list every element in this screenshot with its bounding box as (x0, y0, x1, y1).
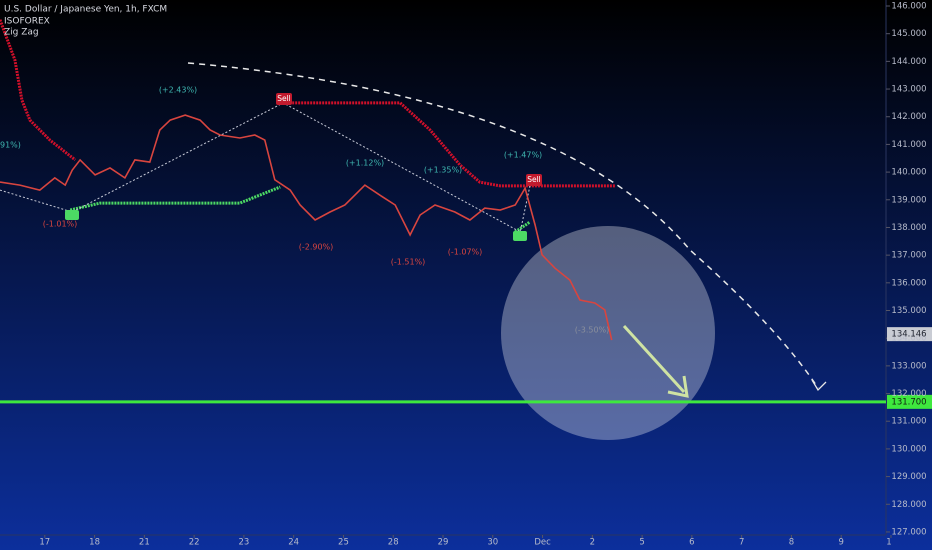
y-tick-label: 141.000 (891, 140, 926, 150)
x-tick-label: 9 (838, 538, 843, 548)
level-label-box (887, 394, 932, 409)
annotation: (-2.90%) (299, 243, 334, 252)
y-tick-label: 130.000 (891, 444, 926, 454)
price-label: 134.146 (891, 330, 926, 340)
y-tick-label: 131.000 (891, 417, 926, 427)
x-tick-label: 29 (438, 538, 449, 548)
x-tick-label: Dec (534, 538, 551, 548)
trend-arrow (622, 324, 686, 394)
annotation: (+1.35%) (424, 166, 462, 175)
x-tick-label: 24 (288, 538, 299, 548)
forecast-arrow-head (811, 379, 827, 392)
signal-label: Sell (527, 175, 541, 184)
buy-marker (513, 231, 527, 241)
x-tick-label: 28 (388, 538, 399, 548)
y-tick-label: 136.000 (891, 278, 926, 288)
x-tick-label: 5 (639, 538, 644, 548)
x-tick-label: 17 (39, 538, 50, 548)
y-tick-label: 145.000 (891, 29, 926, 39)
y-tick-label: 142.000 (891, 112, 926, 122)
x-tick-label: 8 (789, 538, 794, 548)
y-tick-label: 146.000 (891, 2, 926, 12)
y-tick-label: 144.000 (891, 57, 926, 67)
y-tick-label: 139.000 (891, 195, 926, 205)
price-line (0, 114, 613, 341)
buy-marker (65, 210, 79, 220)
x-tick-label: 30 (487, 538, 498, 548)
x-tick-label: 18 (89, 538, 100, 548)
x-tick-label: 7 (739, 538, 744, 548)
y-tick-label: 133.000 (891, 361, 926, 371)
x-tick-label: 22 (189, 538, 200, 548)
price-label-box (887, 327, 932, 342)
y-tick-label: 127.000 (891, 527, 926, 537)
stop-line (0, 19, 616, 188)
signal-label: Sell (277, 94, 291, 103)
legend-entry: ISOFOREX (4, 17, 50, 27)
y-tick-label: 129.000 (891, 472, 926, 482)
x-tick-label: 21 (139, 538, 150, 548)
x-tick-label: 23 (238, 538, 249, 548)
level-label: 131.700 (891, 397, 926, 407)
x-tick-label: 1 (886, 538, 891, 548)
forecast-arc (187, 62, 819, 389)
x-tick-label: 25 (338, 538, 349, 548)
annotation: (-1.01%) (43, 220, 78, 229)
highlight-circle (501, 226, 715, 440)
y-tick-label: 138.000 (891, 223, 926, 233)
annotation: (+1.47%) (504, 151, 542, 160)
annotation: 91%) (0, 141, 21, 150)
stop-line (69, 185, 531, 234)
annotation: (-1.07%) (448, 248, 483, 257)
chart-title: U.S. Dollar / Japanese Yen, 1h, FXCM (4, 5, 167, 15)
x-tick-label: 6 (689, 538, 694, 548)
plot: 91%) (+2.43%) (-1.01%) (+1.12%) (+1.35%) (+1.… (0, 5, 932, 538)
y-tick-label: 135.000 (891, 306, 926, 316)
signal-box (276, 93, 292, 105)
y-tick-label: 143.000 (891, 85, 926, 95)
annotation: (+1.12%) (346, 159, 384, 168)
annotation: (-1.51%) (391, 258, 426, 267)
y-tick-label: 137.000 (891, 251, 926, 261)
annotation: (+2.43%) (159, 86, 197, 95)
y-tick-label: 128.000 (891, 500, 926, 510)
trend-arrow-head (667, 375, 689, 398)
y-tick-label: 132.000 (891, 389, 926, 399)
y-tick-label: 134.000 (891, 334, 926, 344)
legend-entry: Zig Zag (4, 28, 39, 38)
y-tick-label: 140.000 (891, 168, 926, 178)
annotation: (-3.50%) (575, 326, 610, 335)
x-tick-label: 2 (590, 538, 595, 548)
signal-box (526, 174, 542, 186)
